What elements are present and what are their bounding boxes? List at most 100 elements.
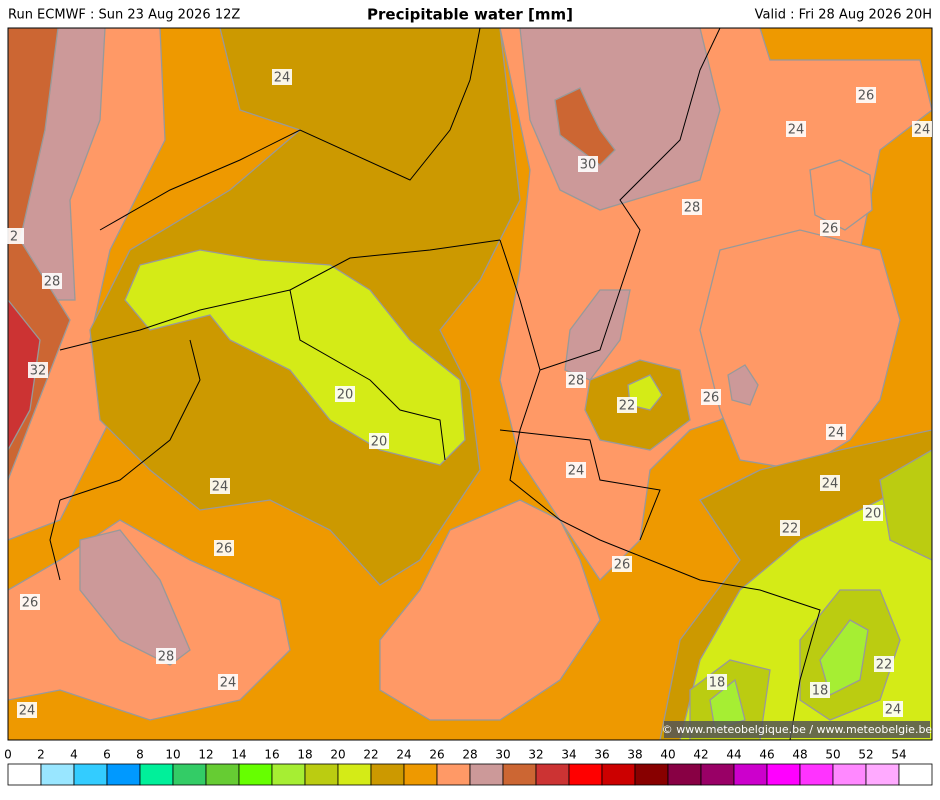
colorbar-swatch <box>40 763 75 786</box>
colorbar-tick-label: 34 <box>561 748 576 762</box>
contour-label-bg <box>42 273 62 289</box>
colorbar-tick-label: 46 <box>759 748 774 762</box>
contour-label: 26 <box>22 596 39 611</box>
contour-label-bg <box>856 87 876 103</box>
field-area <box>727 364 759 406</box>
contour-label: 24 <box>274 71 291 86</box>
colorbar-swatch <box>271 763 306 786</box>
contour-label: 28 <box>158 650 175 665</box>
colorbar-tick-label: 32 <box>528 748 543 762</box>
colorbar-swatch <box>766 763 801 786</box>
valid-time: Valid : Fri 28 Aug 2026 20H <box>755 8 932 23</box>
field-area <box>554 87 616 166</box>
colorbar-tick-label: 48 <box>792 748 807 762</box>
contour-label: 24 <box>788 123 805 138</box>
colorbar-tick-label: 4 <box>70 748 78 762</box>
colorbar-swatch <box>7 763 42 786</box>
contour-label: 26 <box>614 558 631 573</box>
contour-label-bg <box>335 386 355 402</box>
colorbar-swatch <box>799 763 834 786</box>
copyright-box <box>664 721 930 738</box>
map-frame <box>7 27 933 741</box>
colorbar-tick-label: 0 <box>4 748 12 762</box>
contour-label-bg <box>156 648 176 664</box>
contour-label-bg <box>272 69 292 85</box>
colorbar-swatch <box>403 763 438 786</box>
colorbar-tick-label: 42 <box>693 748 708 762</box>
contour-label: 18 <box>709 676 726 691</box>
colorbar-tick-label: 54 <box>891 748 906 762</box>
colorbar-swatch <box>73 763 108 786</box>
colorbar-tick-label: 10 <box>165 748 180 762</box>
contour-label: 28 <box>568 374 585 389</box>
field-area <box>124 249 466 466</box>
colorbar-swatch <box>535 763 570 786</box>
contour-label: 22 <box>876 658 893 673</box>
colorbar-swatch <box>601 763 636 786</box>
colorbar-swatch <box>205 763 240 786</box>
contour-label-bg <box>566 462 586 478</box>
contour-label: 24 <box>885 703 902 718</box>
contour-label: 26 <box>822 222 839 237</box>
colorbar-swatch <box>865 763 900 786</box>
colorbar-tick-label: 28 <box>462 748 477 762</box>
colorbar-swatch <box>172 763 207 786</box>
contour-label: 32 <box>30 364 47 379</box>
contour-label: 30 <box>580 158 597 173</box>
colorbar-swatch <box>304 763 339 786</box>
contour-label: 22 <box>619 399 636 414</box>
contour-label: 2 <box>10 230 18 245</box>
contour-label: 28 <box>684 201 701 216</box>
contour-label: 28 <box>44 275 61 290</box>
colorbar-swatch <box>634 763 669 786</box>
contour-label-bg <box>780 520 800 536</box>
contour-label: 18 <box>812 684 829 699</box>
colorbar-tick-label: 2 <box>37 748 45 762</box>
contour-label-bg <box>883 701 903 717</box>
colorbar-tick-label: 20 <box>330 748 345 762</box>
contour-label-bg <box>874 656 894 672</box>
contour-label-bg <box>617 397 637 413</box>
contour-label: 26 <box>858 89 875 104</box>
contour-label-bg <box>578 156 598 172</box>
field-area <box>809 159 873 231</box>
contour-label: 22 <box>782 522 799 537</box>
contour-label-bg <box>863 505 883 521</box>
field-area <box>564 289 631 381</box>
contour-label-bg <box>218 674 238 690</box>
colorbar-tick-label: 24 <box>396 748 411 762</box>
contour-label: 24 <box>568 464 585 479</box>
colorbar-swatch <box>106 763 141 786</box>
colorbar-swatch <box>238 763 273 786</box>
contour-label-bg <box>912 121 932 137</box>
contour-label-bg <box>214 540 234 556</box>
colorbar-swatch <box>502 763 537 786</box>
colorbar-tick-label: 6 <box>103 748 111 762</box>
contour-label: 24 <box>220 676 237 691</box>
colorbar-tick-label: 12 <box>198 748 213 762</box>
contour-label-bg <box>820 475 840 491</box>
contour-label-bg <box>701 389 721 405</box>
contour-label: 20 <box>865 507 882 522</box>
colorbar-tick-label: 26 <box>429 748 444 762</box>
contour-label-bg <box>369 433 389 449</box>
colorbar-swatch <box>667 763 702 786</box>
contour-label: 24 <box>914 123 931 138</box>
contour-label: 24 <box>828 426 845 441</box>
contour-label-bg <box>566 372 586 388</box>
field-area <box>699 229 901 471</box>
colorbar-tick-label: 44 <box>726 748 741 762</box>
colorbar-swatch <box>370 763 405 786</box>
contour-label-bg <box>28 362 48 378</box>
contour-label-bg <box>786 121 806 137</box>
colorbar-tick-label: 52 <box>858 748 873 762</box>
colorbar-tick-label: 16 <box>264 748 279 762</box>
contour-label-bg <box>20 594 40 610</box>
colorbar-tick-label: 36 <box>594 748 609 762</box>
contour-label-bg <box>707 674 727 690</box>
contour-label-bg <box>820 220 840 236</box>
contour-label: 20 <box>371 435 388 450</box>
colorbar-swatch <box>139 763 174 786</box>
colorbar-swatch <box>832 763 867 786</box>
